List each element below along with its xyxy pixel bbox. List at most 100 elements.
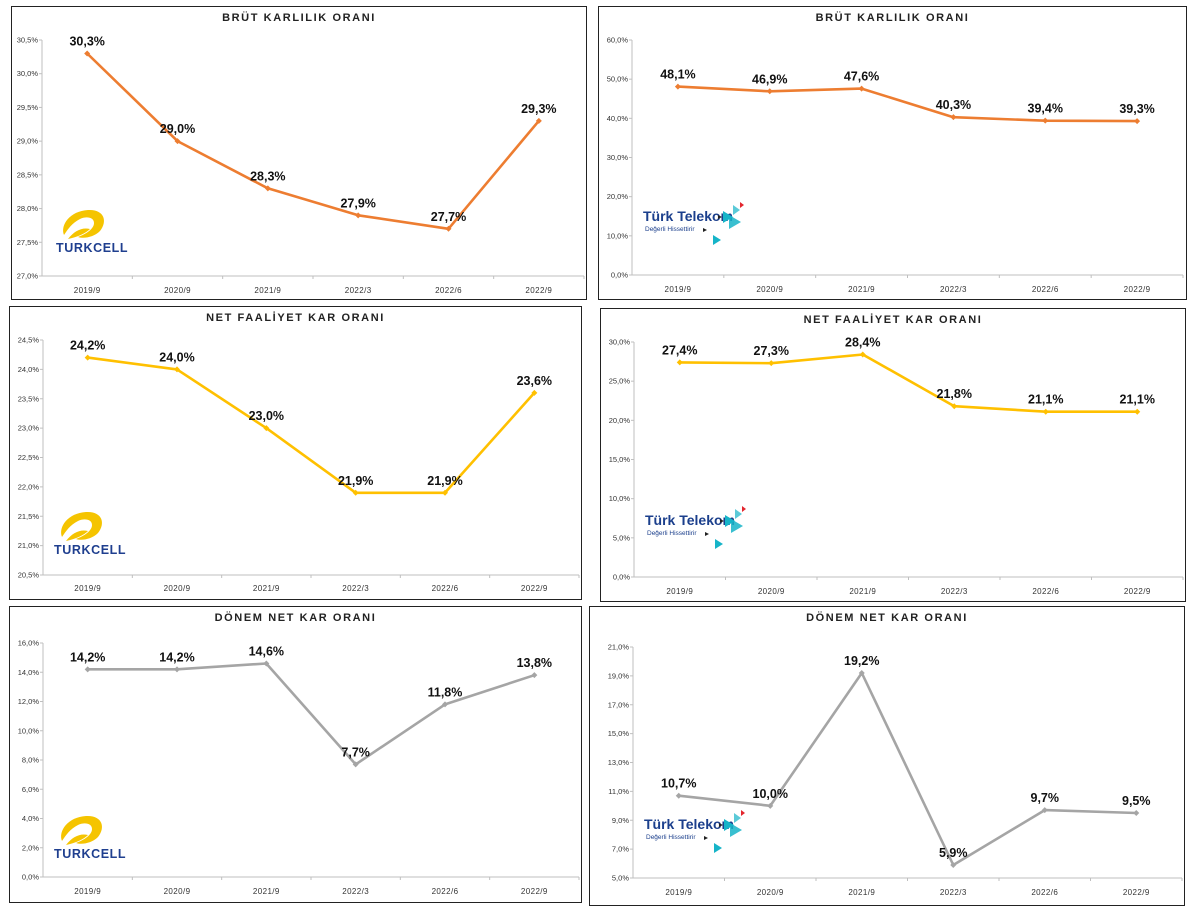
y-tick-label: 11,0% xyxy=(608,787,629,796)
x-tick-label: 2022/6 xyxy=(1032,587,1059,596)
y-tick-label: 16,0% xyxy=(18,639,40,648)
y-tick-label: 20,0% xyxy=(609,416,631,425)
chart-panel-tt-donem-net: DÖNEM NET KAR ORANI 5,0% 7,0% 9,0% 11,0% 13,0… xyxy=(589,606,1185,906)
y-tick-label: 22,5% xyxy=(18,453,40,462)
y-tick-label: 20,0% xyxy=(607,192,629,201)
y-tick-label: 30,0% xyxy=(17,69,39,78)
data-label: 9,5% xyxy=(1122,794,1151,808)
y-tick-label: 10,0% xyxy=(607,231,629,240)
x-tick-label: 2022/9 xyxy=(1123,888,1150,897)
data-point xyxy=(84,666,91,673)
turkcell-swirl-highlight xyxy=(76,523,90,529)
data-label: 28,4% xyxy=(845,336,880,350)
triangle-icon xyxy=(723,211,733,223)
y-tick-label: 5,0% xyxy=(613,533,630,542)
data-label: 9,7% xyxy=(1031,791,1060,805)
x-tick-label: 2022/3 xyxy=(342,887,369,896)
x-tick-label: 2019/9 xyxy=(664,285,691,294)
x-tick-label: 2022/9 xyxy=(521,584,548,593)
y-tick-label: 30,0% xyxy=(607,153,629,162)
chart-svg: BRÜT KARLILIK ORANI 27,0% 27,5% 28,0% 28,5% 2… xyxy=(17,11,585,295)
triangle-icon xyxy=(715,539,723,549)
chart-panel-tt-net-faaliyet: NET FAALİYET KAR ORANI 0,0% 5,0% 10,0% 15,0%… xyxy=(600,308,1186,602)
data-point xyxy=(1134,408,1141,415)
y-tick-label: 21,0% xyxy=(608,643,630,652)
data-label: 27,3% xyxy=(754,344,789,358)
x-tick-label: 2022/9 xyxy=(521,887,548,896)
turk-telekom-tagline: Değerli Hissettirir xyxy=(645,226,695,233)
chart-title: NET FAALİYET KAR ORANI xyxy=(804,313,983,326)
triangle-icon xyxy=(735,509,742,519)
x-tick-label: 2021/9 xyxy=(253,887,280,896)
y-tick-label: 10,0% xyxy=(18,726,40,735)
turk-telekom-tagline: Değerli Hissettirir xyxy=(646,834,696,841)
triangle-icon xyxy=(720,519,724,523)
data-point xyxy=(445,225,452,232)
x-tick-label: 2022/9 xyxy=(1124,587,1151,596)
data-point xyxy=(352,761,359,768)
x-tick-label: 2020/9 xyxy=(757,888,784,897)
data-point xyxy=(442,701,448,708)
chart-panel-tt-brut: BRÜT KARLILIK ORANI 0,0% 10,0% 20,0% 30,0% 40… xyxy=(598,6,1187,300)
data-label: 46,9% xyxy=(752,72,787,86)
triangle-icon xyxy=(740,202,744,208)
x-tick-label: 2019/9 xyxy=(666,587,693,596)
y-tick-label: 24,0% xyxy=(18,365,40,374)
x-tick-label: 2022/6 xyxy=(432,584,459,593)
data-point xyxy=(1042,117,1049,124)
y-tick-label: 9,0% xyxy=(612,816,629,825)
y-tick-label: 0,0% xyxy=(611,271,628,280)
turkcell-swirl-shape xyxy=(61,511,102,540)
data-label: 27,4% xyxy=(662,343,697,357)
data-label: 24,2% xyxy=(70,339,105,353)
triangle-icon xyxy=(729,215,741,229)
chart-title: NET FAALİYET KAR ORANI xyxy=(206,311,385,324)
y-tick-label: 6,0% xyxy=(22,785,39,794)
data-label: 39,3% xyxy=(1119,102,1154,116)
series-line xyxy=(677,85,1138,123)
chart-panel-turkcell-net-faaliyet: NET FAALİYET KAR ORANI 20,5% 21,0% 21,5% 22,… xyxy=(9,306,582,600)
y-tick-label: 5,0% xyxy=(612,874,629,883)
y-tick-label: 19,0% xyxy=(608,671,630,680)
data-point xyxy=(535,117,542,124)
data-label: 10,7% xyxy=(661,777,696,791)
data-label: 29,0% xyxy=(160,122,195,136)
data-label: 10,0% xyxy=(753,787,788,801)
chart-panel-turkcell-donem-net: DÖNEM NET KAR ORANI 0,0% 2,0% 4,0% 6,0% 8,0% 1… xyxy=(9,606,582,903)
turk-telekom-logo: Türk Telekom Değerli Hissettirir xyxy=(644,810,745,853)
y-tick-label: 30,0% xyxy=(609,338,631,347)
data-label: 21,9% xyxy=(338,474,373,488)
series-line xyxy=(678,671,1137,867)
x-tick-label: 2019/9 xyxy=(74,887,101,896)
y-tick-label: 23,5% xyxy=(18,394,40,403)
data-label: 48,1% xyxy=(660,68,695,82)
data-point xyxy=(1041,807,1048,814)
turkcell-logo-text: TURKCELL xyxy=(54,847,126,861)
x-tick-label: 2021/9 xyxy=(849,587,876,596)
data-point xyxy=(1042,408,1049,415)
data-point xyxy=(768,360,775,367)
turk-telekom-logo: Türk Telekom Değerli Hissettirir xyxy=(643,202,744,245)
y-tick-label: 28,5% xyxy=(17,170,39,179)
data-label: 29,3% xyxy=(521,102,556,116)
data-point xyxy=(531,672,538,679)
chart-title: BRÜT KARLILIK ORANI xyxy=(222,11,376,24)
y-tick-label: 50,0% xyxy=(607,75,629,84)
triangle-icon xyxy=(730,823,742,837)
y-tick-label: 8,0% xyxy=(22,756,39,765)
triangle-icon xyxy=(713,235,721,245)
data-point xyxy=(859,351,866,358)
turkcell-swirl-shape xyxy=(66,834,88,845)
data-point xyxy=(1134,118,1141,125)
triangle-icon xyxy=(719,823,723,827)
data-label: 19,2% xyxy=(844,654,879,668)
y-tick-label: 20,5% xyxy=(18,571,40,580)
data-label: 13,8% xyxy=(517,656,552,670)
triangle-icon xyxy=(714,843,722,853)
x-tick-label: 2022/3 xyxy=(940,285,967,294)
data-label: 21,8% xyxy=(937,387,972,401)
data-point xyxy=(1133,810,1140,817)
y-tick-label: 27,5% xyxy=(17,238,39,247)
data-point xyxy=(174,666,180,673)
data-label: 14,2% xyxy=(70,650,105,664)
